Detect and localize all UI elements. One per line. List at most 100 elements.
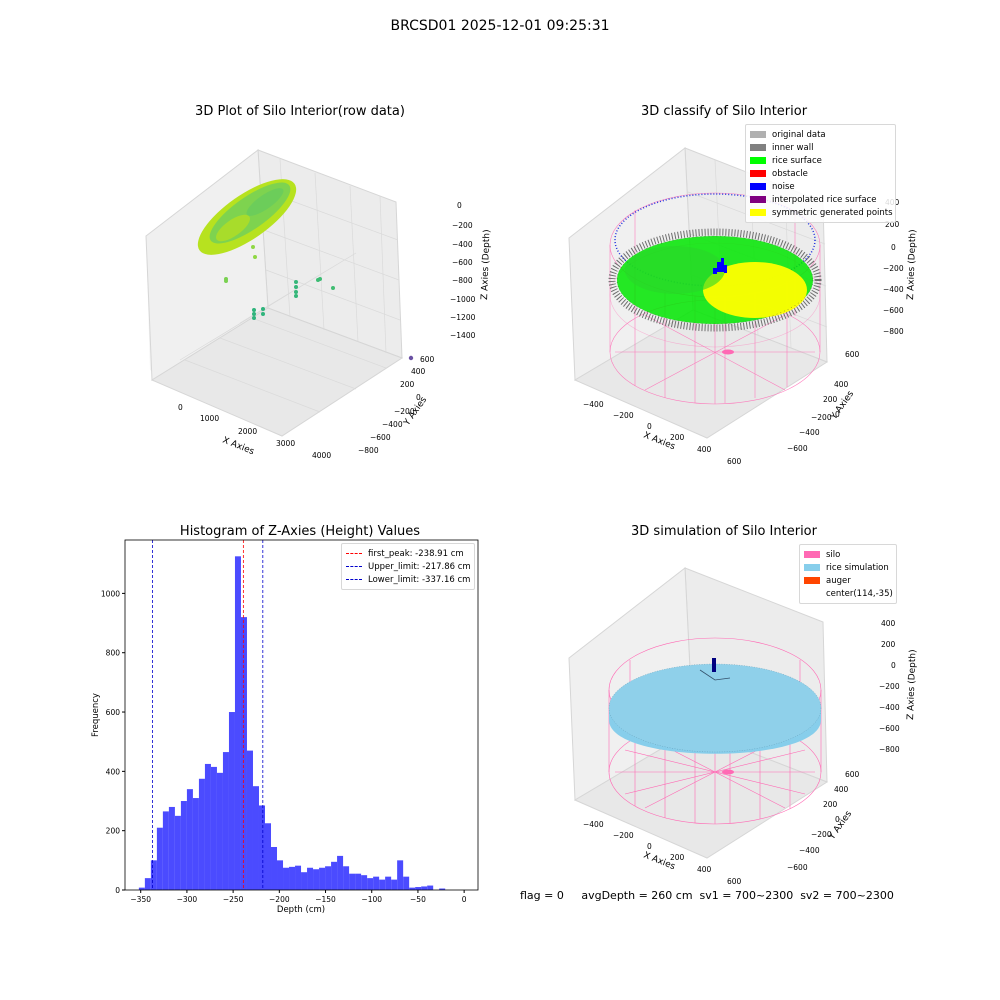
- svg-text:−200: −200: [613, 831, 634, 840]
- panel1-z-ticks: 0 −200 −400 −600 −800 −1000 −1200 −1400: [450, 201, 476, 340]
- histogram-bar: [198, 778, 205, 890]
- histogram-bar: [343, 866, 350, 890]
- legend-item-lower-limit: Lower_limit: -337.16 cm: [346, 573, 470, 586]
- histogram-bar: [307, 867, 314, 890]
- panel2-z-label: Z Axies (Depth): [906, 229, 918, 300]
- panel2-silo-wireframe: [609, 192, 821, 405]
- histogram-bar: [180, 801, 187, 890]
- figure-title: BRCSD01 2025-12-01 09:25:31: [390, 18, 610, 34]
- panel2-title: 3D classify of Silo Interior: [640, 104, 808, 119]
- panel2-noise-points: [713, 258, 727, 274]
- svg-text:200: 200: [670, 853, 685, 862]
- histogram-bar: [289, 866, 296, 890]
- panel4-x-ticks: −400 −200 0 200 400 600: [583, 820, 742, 886]
- histogram-bar: [439, 888, 446, 890]
- histogram-bar: [258, 805, 265, 890]
- svg-text:−600: −600: [883, 306, 904, 315]
- histogram-bar: [313, 869, 320, 890]
- histogram-bar: [210, 766, 217, 890]
- histogram-bar: [192, 798, 199, 890]
- panel1-x-label: X Axies: [221, 436, 256, 458]
- histogram-y-ticks: 0 200 400 600 800 1000: [101, 589, 125, 895]
- histogram-bar: [355, 873, 362, 890]
- histogram-bar: [138, 887, 145, 890]
- svg-text:−400: −400: [382, 420, 403, 429]
- svg-text:−600: −600: [879, 724, 900, 733]
- histogram-bar: [427, 885, 434, 890]
- svg-text:−1200: −1200: [450, 313, 476, 322]
- histogram-x-ticks: −350 −300 −250 −200 −150 −100 −50 0: [130, 890, 467, 904]
- histogram-bar: [240, 617, 247, 890]
- svg-text:−400: −400: [799, 428, 820, 437]
- histogram-bar: [156, 827, 163, 890]
- svg-text:−1000: −1000: [450, 295, 476, 304]
- panel2-inner-wall: [608, 193, 822, 332]
- panel4-y-ticks: 600 400 200 0 −200 −400 −600: [787, 770, 860, 872]
- histogram-bar: [337, 855, 344, 890]
- svg-text:−400: −400: [883, 285, 904, 294]
- legend-swatch: [750, 144, 766, 151]
- x-tick-label: −200: [269, 895, 290, 904]
- histogram-bar: [271, 846, 278, 890]
- histogram-bar: [331, 861, 338, 890]
- x-tick-label: −50: [410, 895, 426, 904]
- svg-text:3000: 3000: [276, 439, 295, 448]
- panel4-auger: [712, 658, 716, 672]
- svg-text:−1400: −1400: [450, 331, 476, 340]
- svg-text:400: 400: [881, 619, 896, 628]
- legend-swatch: [804, 564, 820, 571]
- svg-text:0: 0: [416, 393, 421, 402]
- svg-text:600: 600: [727, 457, 742, 466]
- svg-text:0: 0: [835, 410, 840, 419]
- histogram-frame: [124, 539, 479, 891]
- svg-text:−400: −400: [583, 820, 604, 829]
- legend-item-interpolated: interpolated rice surface: [750, 193, 891, 206]
- y-tick-label: 800: [106, 649, 121, 658]
- panel1-scatter-points: [224, 245, 414, 361]
- panel4-rice-simulation: [608, 663, 822, 754]
- y-tick-label: 1000: [101, 589, 120, 598]
- histogram-bar: [204, 763, 211, 890]
- histogram-bar: [264, 823, 272, 890]
- svg-text:−600: −600: [787, 863, 808, 872]
- histogram-bar: [421, 886, 428, 890]
- svg-text:−400: −400: [879, 703, 900, 712]
- svg-text:200: 200: [823, 800, 838, 809]
- legend-item-inner-wall: inner wall: [750, 141, 891, 154]
- histogram-bar: [373, 876, 380, 890]
- svg-text:0: 0: [647, 842, 652, 851]
- panel4-title: 3D simulation of Silo Interior: [631, 524, 817, 539]
- legend-line: [346, 553, 362, 554]
- svg-text:0: 0: [835, 815, 840, 824]
- svg-text:0: 0: [891, 661, 896, 670]
- histogram-bar: [150, 860, 157, 890]
- histogram-bar: [283, 867, 290, 890]
- histogram-bar: [385, 876, 392, 890]
- legend-item-original-data: original data: [750, 128, 891, 141]
- svg-text:−400: −400: [452, 240, 473, 249]
- panel1-z-label: Z Axies (Depth): [480, 229, 492, 300]
- histogram-bar: [367, 878, 374, 890]
- histogram-x-label: Depth (cm): [277, 905, 325, 915]
- panel2-legend: original data inner wall rice surface ob…: [745, 124, 896, 223]
- histogram-bar: [162, 811, 169, 890]
- svg-text:−800: −800: [879, 745, 900, 754]
- legend-item-rice-surface: rice surface: [750, 154, 891, 167]
- histogram-bar: [144, 878, 151, 890]
- panel1-surface-cloud: [197, 179, 297, 255]
- panel3-legend: first_peak: -238.91 cm Upper_limit: -217…: [341, 543, 475, 590]
- histogram-reference-lines: [152, 540, 264, 890]
- legend-item-center: center(114,-35): [804, 587, 893, 600]
- histogram-bar: [295, 865, 302, 890]
- svg-text:−200: −200: [452, 221, 473, 230]
- histogram-y-label: Frequency: [91, 693, 101, 737]
- svg-text:400: 400: [697, 445, 712, 454]
- legend-swatch: [804, 551, 820, 558]
- panel1-y-ticks: 600 400 200 0 −200 −400 −600 −800: [358, 355, 435, 455]
- panel4-y-label: Y Axies: [827, 809, 855, 842]
- panel2-y-ticks: 600 400 200 0 −200 −400 −600: [787, 350, 860, 453]
- svg-text:−800: −800: [358, 446, 379, 455]
- histogram-bar: [246, 750, 253, 890]
- legend-item-upper-limit: Upper_limit: -217.86 cm: [346, 560, 471, 573]
- y-tick-label: 400: [106, 767, 121, 776]
